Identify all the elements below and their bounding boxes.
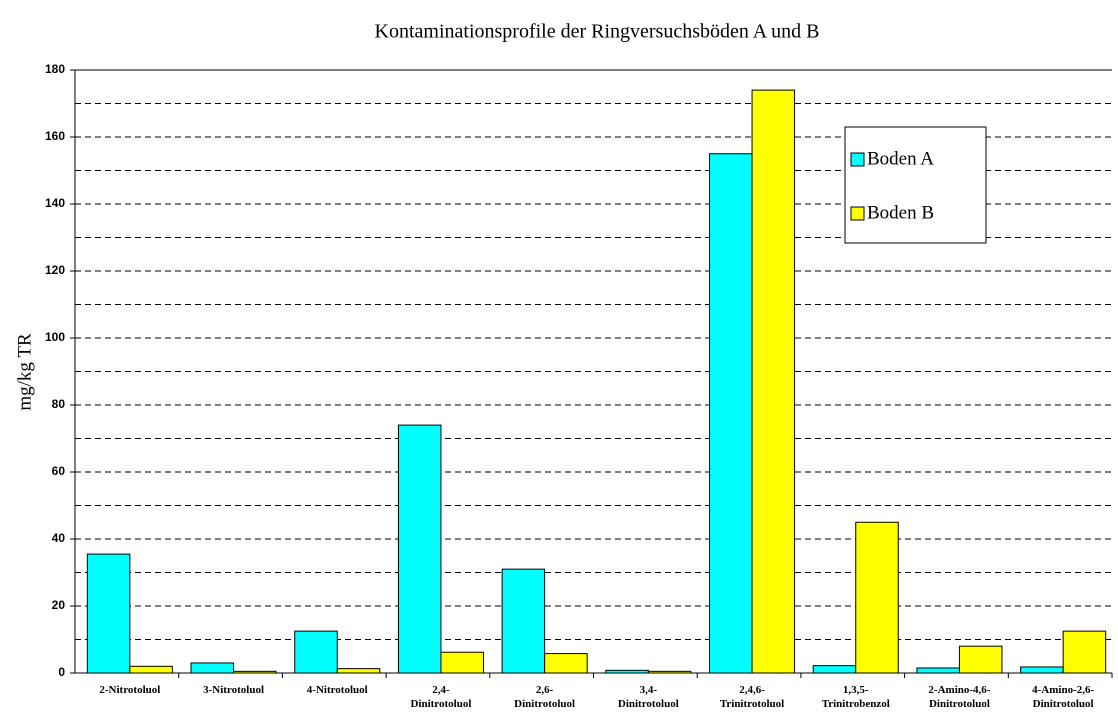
legend-label: Boden B [867, 202, 934, 223]
x-tick-label: 1,3,5- Trinitrobenzol [821, 684, 890, 710]
bar [129, 665, 173, 674]
y-axis-label: mg/kg TR [14, 333, 35, 411]
bar [751, 89, 796, 674]
bar [812, 665, 857, 674]
bar [294, 630, 338, 674]
legend-box [844, 126, 987, 244]
bar [336, 668, 381, 674]
bar [397, 424, 442, 674]
x-tick-label: 2,4- Dinitrotoluol [410, 684, 472, 710]
x-tick-label: 2-Nitrotoluol [99, 684, 161, 696]
y-tick-label: 40 [52, 531, 66, 545]
y-tick-label: 140 [45, 196, 65, 210]
y-tick-label: 100 [45, 330, 65, 344]
y-tick-label: 180 [45, 62, 65, 76]
x-tick-label: 4-Amino-2,6- Dinitrotoluol [1032, 684, 1095, 710]
x-tick-label: 4-Nitrotoluol [306, 684, 368, 696]
bar [86, 553, 131, 674]
bar [709, 153, 753, 674]
y-tick-label: 0 [58, 665, 65, 679]
bar [855, 521, 899, 674]
legend-swatch [850, 152, 865, 167]
x-tick-label: 2,4,6- Trinitrotoluol [719, 684, 785, 710]
bar [544, 653, 588, 674]
x-tick-label: 3-Nitrotoluol [203, 684, 264, 696]
bar [190, 662, 235, 674]
bar [958, 645, 1003, 674]
y-tick-label: 80 [52, 397, 66, 411]
y-tick-label: 160 [45, 129, 65, 143]
bar [501, 568, 546, 674]
x-tick-label: 2-Amino-4,6- Dinitrotoluol [928, 684, 991, 710]
y-tick-label: 60 [52, 464, 66, 478]
chart-title: Kontaminationsprofile der Ringversuchsbö… [375, 21, 820, 43]
bar [916, 667, 960, 674]
bar [1020, 666, 1064, 674]
x-tick-label: 2,6- Dinitrotoluol [514, 684, 576, 710]
legend-label: Boden A [867, 148, 934, 169]
x-tick-label: 3,4- Dinitrotoluol [617, 684, 679, 710]
bar [1062, 630, 1107, 674]
y-tick-label: 20 [52, 598, 66, 612]
legend-swatch [850, 206, 865, 221]
y-tick-label: 120 [45, 263, 65, 277]
bar [440, 651, 484, 674]
